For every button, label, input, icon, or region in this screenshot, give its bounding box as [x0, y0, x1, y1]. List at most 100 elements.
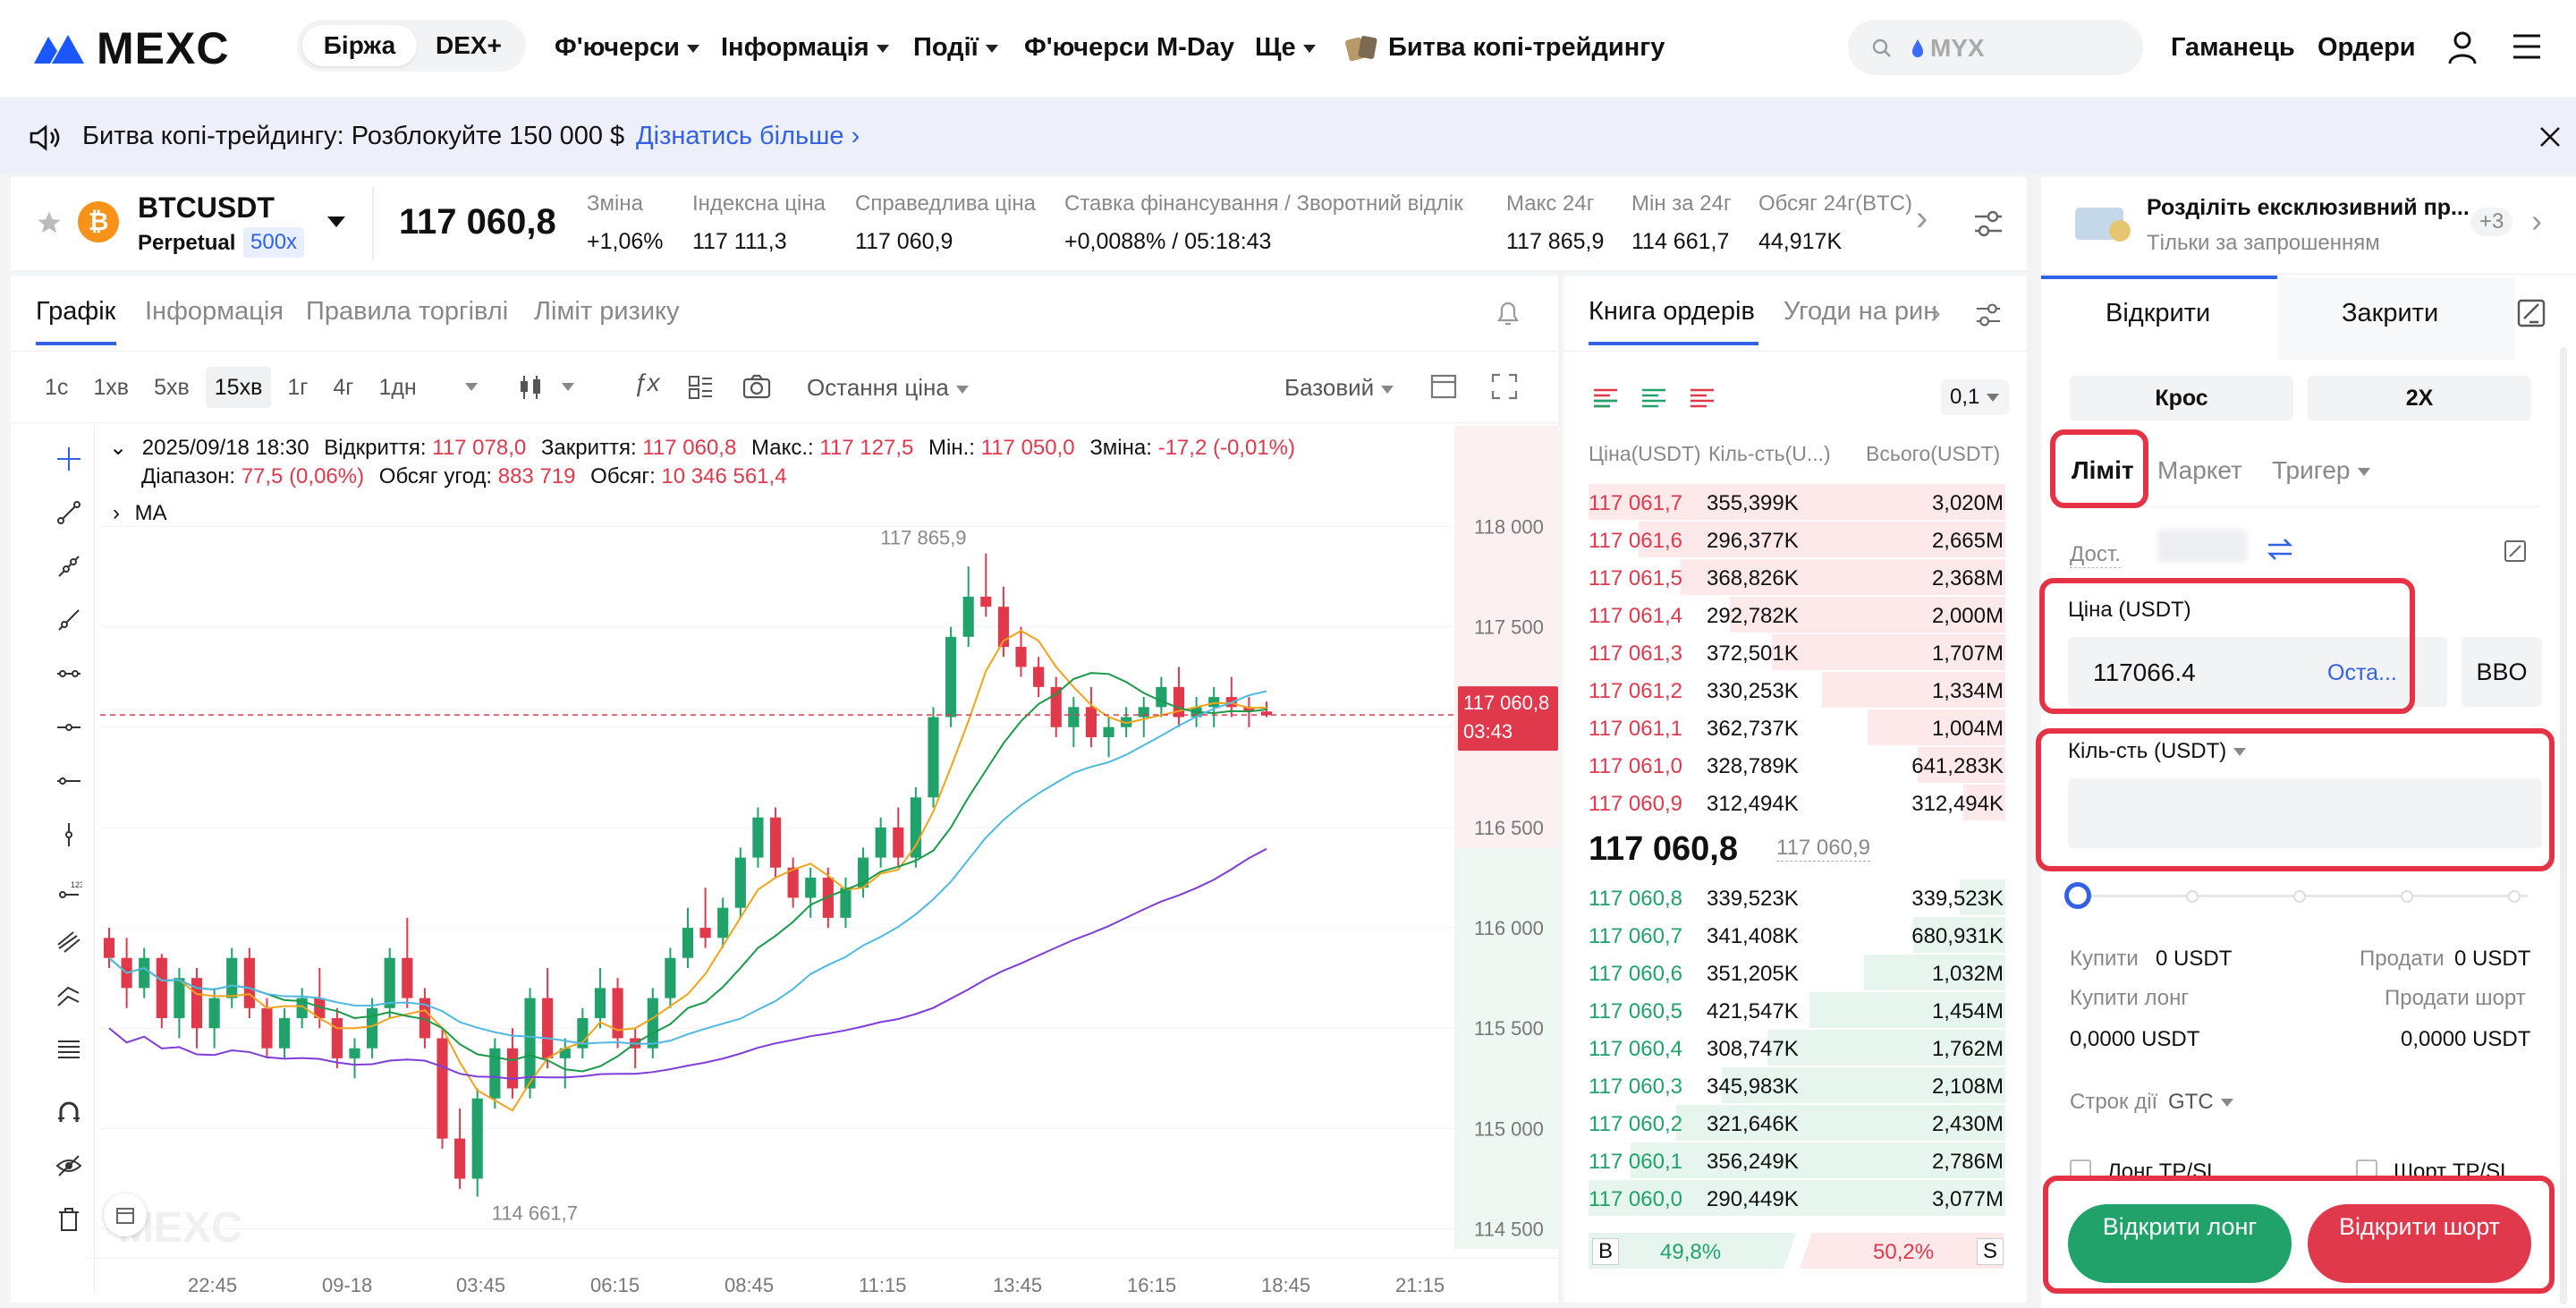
trend-line-icon[interactable] [55, 499, 82, 526]
settings-sliders-icon[interactable] [1973, 209, 2004, 238]
nav-info[interactable]: Інформація [721, 25, 889, 70]
timeframe-4[interactable]: 1г [287, 375, 309, 400]
symbol-dropdown-icon[interactable] [327, 217, 345, 227]
user-icon[interactable] [2446, 30, 2479, 65]
promo-title[interactable]: Розділіть ексклюзивний пр... [2147, 195, 2470, 220]
timeframe-5[interactable]: 4г [333, 375, 354, 400]
tab-close[interactable]: Закрити [2342, 299, 2439, 327]
disjoint-channel-icon[interactable] [55, 982, 82, 1009]
tif-select[interactable]: GTC [2168, 1090, 2233, 1115]
qty-label-select[interactable]: Кіль-сть (USDT) [2068, 739, 2247, 764]
indicator-fx-icon[interactable]: ƒx [633, 369, 660, 396]
timeframe-6[interactable]: 1дн [378, 375, 417, 400]
order-type-limit[interactable]: Ліміт [2072, 456, 2134, 484]
bid-row[interactable]: 117 060,5 421,547K 1,454M [1589, 991, 2005, 1029]
ask-row[interactable]: 117 061,2 330,253K 1,334M [1589, 671, 2005, 709]
bid-row[interactable]: 117 060,8 339,523K 339,523K [1589, 879, 2005, 916]
search-box[interactable]: MYX [1848, 20, 2143, 75]
chevron-right-icon[interactable]: › [2531, 202, 2542, 239]
ask-row[interactable]: 117 061,5 368,826K 2,368M [1589, 558, 2005, 596]
qty-input[interactable] [2068, 778, 2542, 848]
candlestick-type-icon[interactable] [517, 372, 544, 403]
wallet-link[interactable]: Гаманець [2171, 25, 2295, 70]
bid-row[interactable]: 117 060,0 290,449K 3,077M [1589, 1179, 2005, 1217]
segment-exchange[interactable]: Біржа [302, 25, 417, 66]
star-icon[interactable] [36, 209, 63, 236]
nav-more[interactable]: Ще [1255, 25, 1316, 70]
slider-step[interactable] [2293, 890, 2306, 903]
segment-dex[interactable]: DEX+ [436, 31, 502, 59]
bell-icon[interactable] [1496, 299, 1521, 327]
price-input[interactable]: 117066.4 Оста... [2068, 637, 2447, 707]
crosshair-icon[interactable] [55, 446, 82, 472]
tab-chart[interactable]: Графік [36, 297, 116, 326]
fullscreen-icon[interactable] [1490, 372, 1519, 401]
chart-mode-select[interactable]: Базовий [1284, 374, 1394, 402]
hide-drawings-icon[interactable] [55, 1152, 82, 1179]
calculator-small-icon[interactable] [2503, 539, 2528, 564]
chevron-down-icon[interactable] [562, 383, 574, 391]
price-line-icon[interactable] [55, 768, 82, 794]
timeframe-2[interactable]: 5хв [154, 375, 190, 400]
vertical-line-icon[interactable] [55, 821, 82, 848]
magnet-icon[interactable] [55, 1099, 82, 1125]
layout-grid-icon[interactable] [687, 374, 714, 401]
camera-icon[interactable] [742, 374, 771, 399]
book-bids-icon[interactable] [1640, 386, 1667, 410]
bid-row[interactable]: 117 060,6 351,205K 1,032M [1589, 954, 2005, 991]
ma-toggle[interactable]: › MA [113, 501, 167, 526]
book-both-icon[interactable] [1592, 386, 1619, 410]
chevron-right-icon[interactable]: › [1930, 293, 1941, 330]
calculator-icon[interactable] [2515, 297, 2547, 329]
ask-row[interactable]: 117 061,6 296,377K 2,665M [1589, 521, 2005, 558]
orders-link[interactable]: Ордери [2318, 25, 2416, 70]
book-asks-icon[interactable] [1689, 386, 1716, 410]
banner-learn-more-link[interactable]: Дізнатись більше › [636, 122, 860, 151]
ray-line-icon[interactable] [55, 553, 82, 580]
horizontal-ray-icon[interactable] [55, 660, 82, 687]
ask-row[interactable]: 117 061,4 292,782K 2,000M [1589, 596, 2005, 633]
trash-icon[interactable] [55, 1206, 82, 1233]
bid-row[interactable]: 117 060,3 345,983K 2,108M [1589, 1066, 2005, 1104]
tab-market-trades[interactable]: Угоди на ринку [1784, 297, 1936, 326]
ask-row[interactable]: 117 061,1 362,737K 1,004M [1589, 709, 2005, 746]
transfer-icon[interactable] [2267, 537, 2293, 562]
bid-row[interactable]: 117 060,2 321,646K 2,430M [1589, 1104, 2005, 1142]
info-line-icon[interactable]: 123 [55, 875, 82, 902]
timeframe-1[interactable]: 1хв [93, 375, 130, 400]
tab-open[interactable]: Відкрити [2106, 299, 2211, 327]
ask-row[interactable]: 117 061,3 372,501K 1,707M [1589, 633, 2005, 671]
nav-copy-battle[interactable]: Битва копі-трейдингу [1343, 25, 1665, 70]
nav-mday[interactable]: Ф'ючерси M-Day [1024, 25, 1234, 70]
nav-futures[interactable]: Ф'ючерси [555, 25, 699, 70]
ask-row[interactable]: 117 061,7 355,399K 3,020M [1589, 483, 2005, 521]
slider-step[interactable] [2508, 890, 2521, 903]
menu-icon[interactable] [2512, 32, 2542, 61]
mexc-logo[interactable]: MEXC [30, 23, 229, 73]
chevron-down-icon[interactable] [465, 383, 478, 391]
bid-row[interactable]: 117 060,1 356,249K 2,786M [1589, 1142, 2005, 1179]
tab-orderbook[interactable]: Книга ордерів [1589, 297, 1755, 326]
symbol-name[interactable]: BTCUSDT [138, 191, 275, 224]
leverage-button[interactable]: 2X [2308, 376, 2531, 420]
parallel-channel-icon[interactable] [55, 929, 82, 956]
timeframe-3[interactable]: 15хв [205, 367, 272, 408]
panel-scrollbar[interactable] [2560, 347, 2567, 1304]
timeframe-0[interactable]: 1с [45, 375, 69, 400]
chart-widget-button[interactable] [104, 1193, 147, 1236]
bid-row[interactable]: 117 060,4 308,747K 1,762M [1589, 1029, 2005, 1066]
tab-rules[interactable]: Правила торгівлі [306, 297, 509, 326]
window-icon[interactable] [1429, 372, 1458, 401]
price-last-link[interactable]: Оста... [2327, 660, 2397, 685]
close-icon[interactable] [2538, 125, 2562, 149]
promo-count[interactable]: +3 [2470, 208, 2513, 236]
horizontal-line-icon[interactable] [55, 714, 82, 741]
bid-row[interactable]: 117 060,7 341,408K 680,931K [1589, 916, 2005, 954]
tab-info[interactable]: Інформація [145, 297, 284, 326]
margin-mode-button[interactable]: Крос [2070, 376, 2293, 420]
settings-sliders-icon[interactable] [1975, 302, 2002, 327]
fib-levels-icon[interactable] [55, 1036, 82, 1063]
open-long-button[interactable]: Відкрити лонг [2068, 1204, 2292, 1283]
extended-line-icon[interactable] [55, 607, 82, 633]
